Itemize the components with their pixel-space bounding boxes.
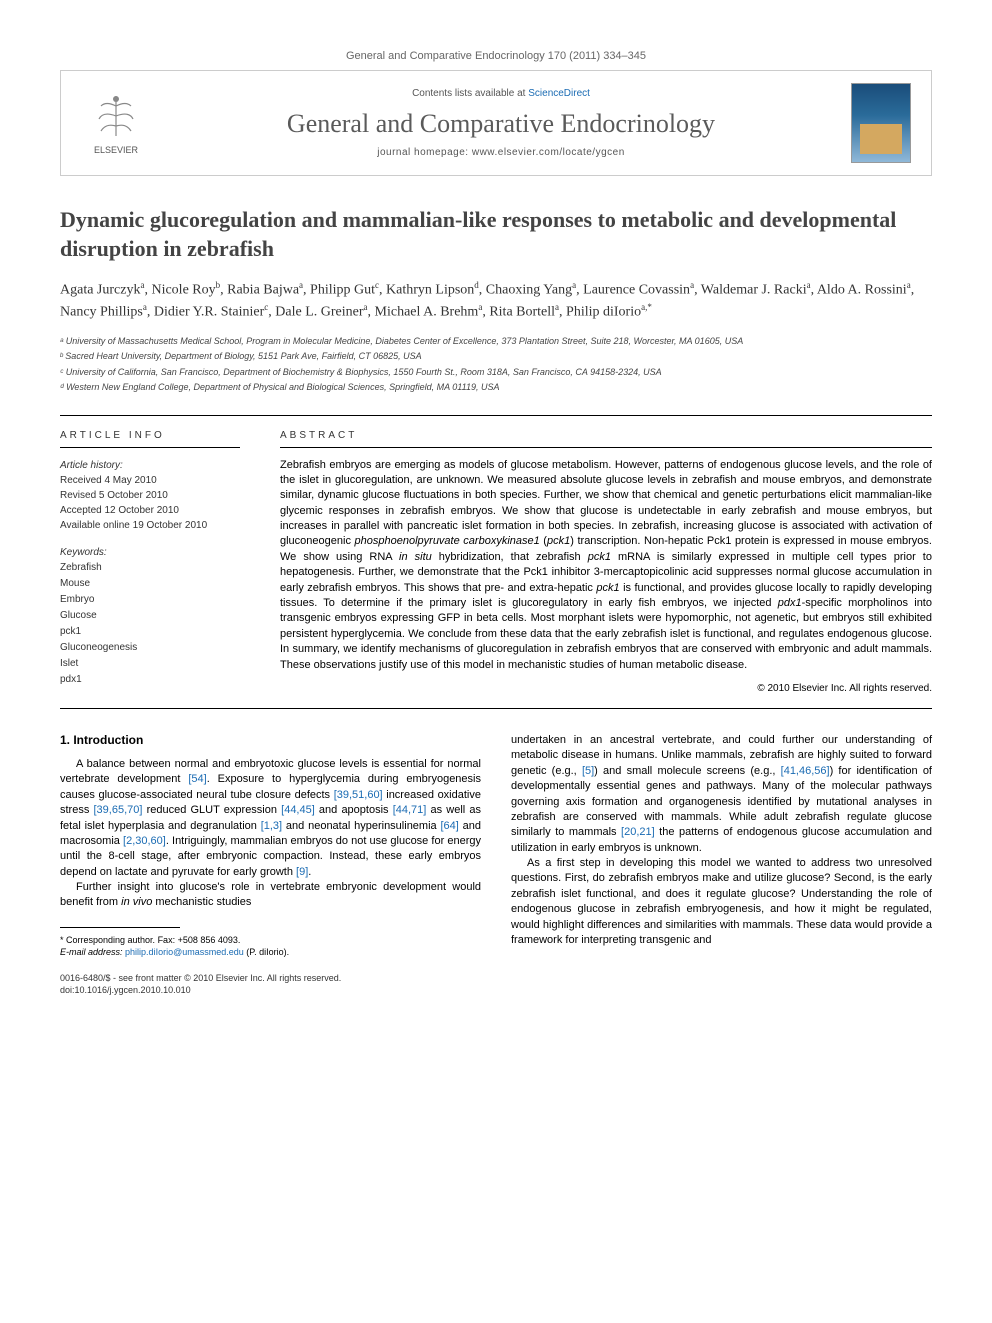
elsevier-label: ELSEVIER: [94, 145, 138, 155]
keyword-item: Glucose: [60, 608, 240, 623]
abstract-text: Zebrafish embryos are emerging as models…: [280, 458, 932, 673]
article-info-label: ARTICLE INFO: [60, 430, 240, 448]
history-line: Received 4 May 2010: [60, 473, 240, 488]
abstract-label: ABSTRACT: [280, 430, 932, 448]
body-paragraph: undertaken in an ancestral vertebrate, a…: [511, 733, 932, 856]
journal-homepage-line: journal homepage: www.elsevier.com/locat…: [151, 147, 851, 158]
corr-email[interactable]: philip.diIorio@umassmed.edu: [125, 947, 244, 957]
keyword-item: pck1: [60, 624, 240, 639]
article-title: Dynamic glucoregulation and mammalian-li…: [60, 206, 932, 263]
article-history: Article history: Received 4 May 2010Revi…: [60, 458, 240, 533]
intro-text-right: undertaken in an ancestral vertebrate, a…: [511, 733, 932, 948]
keywords-list: ZebrafishMouseEmbryoGlucosepck1Gluconeog…: [60, 560, 240, 687]
body-paragraph: Further insight into glucose's role in v…: [60, 880, 481, 911]
corresponding-author: * Corresponding author. Fax: +508 856 40…: [60, 934, 481, 959]
journal-title: General and Comparative Endocrinology: [151, 109, 851, 139]
journal-masthead: ELSEVIER Contents lists available at Sci…: [60, 70, 932, 176]
contents-prefix: Contents lists available at: [412, 88, 528, 99]
intro-text-left: A balance between normal and embryotoxic…: [60, 757, 481, 911]
contents-available-line: Contents lists available at ScienceDirec…: [151, 88, 851, 99]
body-two-column: 1. Introduction A balance between normal…: [60, 733, 932, 996]
affiliation-line: ᶜ University of California, San Francisc…: [60, 366, 932, 380]
affiliation-line: ᵃ University of Massachusetts Medical Sc…: [60, 335, 932, 349]
keyword-item: Embryo: [60, 592, 240, 607]
corr-line1: * Corresponding author. Fax: +508 856 40…: [60, 934, 481, 947]
keyword-item: Islet: [60, 656, 240, 671]
history-label: Article history:: [60, 458, 240, 473]
intro-heading: 1. Introduction: [60, 733, 481, 747]
history-line: Revised 5 October 2010: [60, 488, 240, 503]
homepage-url: www.elsevier.com/locate/ygcen: [472, 147, 625, 158]
body-paragraph: A balance between normal and embryotoxic…: [60, 757, 481, 880]
footer-line1: 0016-6480/$ - see front matter © 2010 El…: [60, 973, 481, 985]
abstract-copyright: © 2010 Elsevier Inc. All rights reserved…: [280, 683, 932, 694]
abstract-column: ABSTRACT Zebrafish embryos are emerging …: [260, 430, 932, 694]
keyword-item: Gluconeogenesis: [60, 640, 240, 655]
masthead-center: Contents lists available at ScienceDirec…: [151, 88, 851, 158]
author-list: Agata Jurczyka, Nicole Royb, Rabia Bajwa…: [60, 279, 932, 322]
info-abstract-row: ARTICLE INFO Article history: Received 4…: [60, 415, 932, 709]
affiliation-line: ᵈ Western New England College, Departmen…: [60, 381, 932, 395]
keyword-item: Mouse: [60, 576, 240, 591]
history-line: Available online 19 October 2010: [60, 518, 240, 533]
keyword-item: Zebrafish: [60, 560, 240, 575]
email-label: E-mail address:: [60, 947, 123, 957]
corr-email-line: E-mail address: philip.diIorio@umassmed.…: [60, 946, 481, 959]
article-info-column: ARTICLE INFO Article history: Received 4…: [60, 430, 260, 694]
elsevier-tree-icon: [91, 91, 141, 141]
footer-doi: doi:10.1016/j.ygcen.2010.10.010: [60, 985, 481, 997]
left-column: 1. Introduction A balance between normal…: [60, 733, 481, 996]
affiliation-line: ᵇ Sacred Heart University, Department of…: [60, 350, 932, 364]
sciencedirect-link[interactable]: ScienceDirect: [528, 88, 590, 99]
homepage-prefix: journal homepage:: [377, 147, 472, 158]
footnote-separator: [60, 927, 180, 928]
journal-cover-thumbnail: [851, 83, 911, 163]
history-line: Accepted 12 October 2010: [60, 503, 240, 518]
keywords-label: Keywords:: [60, 547, 240, 558]
keyword-item: pdx1: [60, 672, 240, 687]
body-paragraph: As a first step in developing this model…: [511, 856, 932, 948]
elsevier-logo: ELSEVIER: [81, 83, 151, 163]
page-footer: 0016-6480/$ - see front matter © 2010 El…: [60, 973, 481, 996]
affiliations: ᵃ University of Massachusetts Medical Sc…: [60, 335, 932, 395]
corr-email-suffix: (P. diIorio).: [246, 947, 289, 957]
page-container: General and Comparative Endocrinology 17…: [0, 0, 992, 1046]
right-column: undertaken in an ancestral vertebrate, a…: [511, 733, 932, 996]
journal-citation: General and Comparative Endocrinology 17…: [60, 50, 932, 62]
